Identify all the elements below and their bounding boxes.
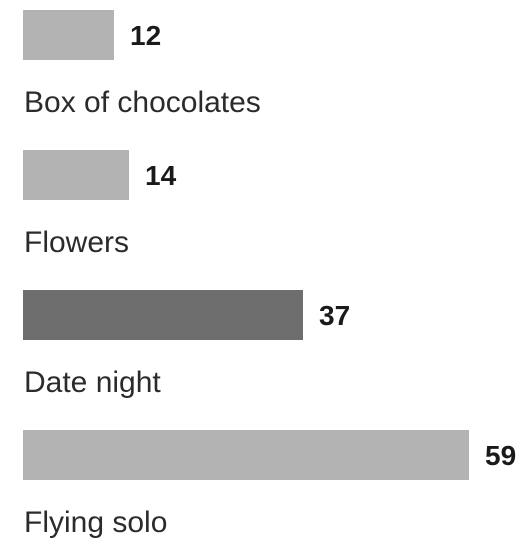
bar-flying-solo [23,430,469,480]
value-label: 12 [130,20,161,51]
bar-box-of-chocolates [23,10,114,60]
category-label: Box of chocolates [24,86,261,119]
category-label: Date night [24,366,161,399]
bar-date-night [23,290,303,340]
value-label: 37 [319,300,350,331]
value-label: 14 [145,160,177,191]
bar-flowers [23,150,129,200]
category-label: Flowers [24,226,129,259]
category-label: Flying solo [24,506,167,539]
value-label: 59 [485,440,516,471]
